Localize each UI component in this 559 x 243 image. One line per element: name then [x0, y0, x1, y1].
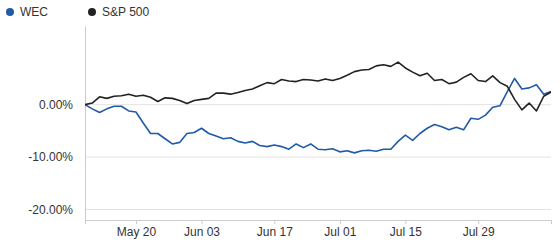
x-tick: Jul 15	[390, 220, 422, 239]
x-tick-label: Jun 03	[184, 225, 220, 239]
lines	[85, 62, 551, 153]
y-tick: -10.00%	[28, 150, 85, 164]
x-tick-label: Jun 17	[257, 225, 293, 239]
x-tick: Jul 29	[463, 220, 495, 239]
x-tick-mark	[405, 220, 406, 224]
chart: 0.00% -10.00% -20.00% May 20 Jun 03 Jun 17 Jul…	[0, 0, 559, 243]
plot-area: 0.00% -10.00% -20.00% May 20 Jun 03 Jun 17 Jul…	[28, 27, 551, 239]
legend-label: WEC	[20, 5, 48, 19]
x-tick-label: Jul 01	[324, 225, 356, 239]
x-tick-mark	[274, 220, 275, 224]
x-tick: Jul 01	[324, 220, 356, 239]
x-tick-mark	[136, 220, 137, 224]
x-tick-mark	[202, 220, 203, 224]
grid-line	[85, 104, 551, 105]
y-axis: 0.00% -10.00% -20.00%	[28, 27, 85, 221]
x-tick: Jun 03	[184, 220, 220, 239]
y-tick: 0.00%	[39, 98, 85, 112]
y-tick-label: 0.00%	[39, 98, 73, 112]
x-axis-line	[86, 221, 552, 225]
x-tick: May 20	[117, 220, 157, 239]
grid-line	[85, 157, 551, 158]
x-tick-mark	[340, 220, 341, 224]
series-line	[85, 78, 551, 152]
y-axis-line	[85, 27, 86, 221]
x-tick: Jun 17	[257, 220, 293, 239]
grid-line	[85, 209, 551, 210]
legend-label: S&P 500	[102, 5, 149, 19]
series-line	[85, 62, 551, 111]
grid	[85, 105, 551, 210]
x-tick-label: Jul 15	[390, 225, 422, 239]
legend-item: S&P 500	[88, 5, 149, 19]
y-tick: -20.00%	[28, 203, 85, 217]
y-tick-label: -20.00%	[28, 203, 73, 217]
x-tick-label: Jul 29	[463, 225, 495, 239]
x-axis: May 20 Jun 03 Jun 17 Jul 01 Jul 15 Jul 29	[86, 220, 552, 239]
legend-item: WEC	[6, 5, 48, 19]
x-tick-label: May 20	[117, 225, 157, 239]
legend-symbol	[6, 8, 14, 16]
legend: WEC S&P 500	[6, 5, 149, 19]
y-tick-label: -10.00%	[28, 150, 73, 164]
x-tick-mark	[478, 220, 479, 224]
legend-symbol	[88, 8, 96, 16]
